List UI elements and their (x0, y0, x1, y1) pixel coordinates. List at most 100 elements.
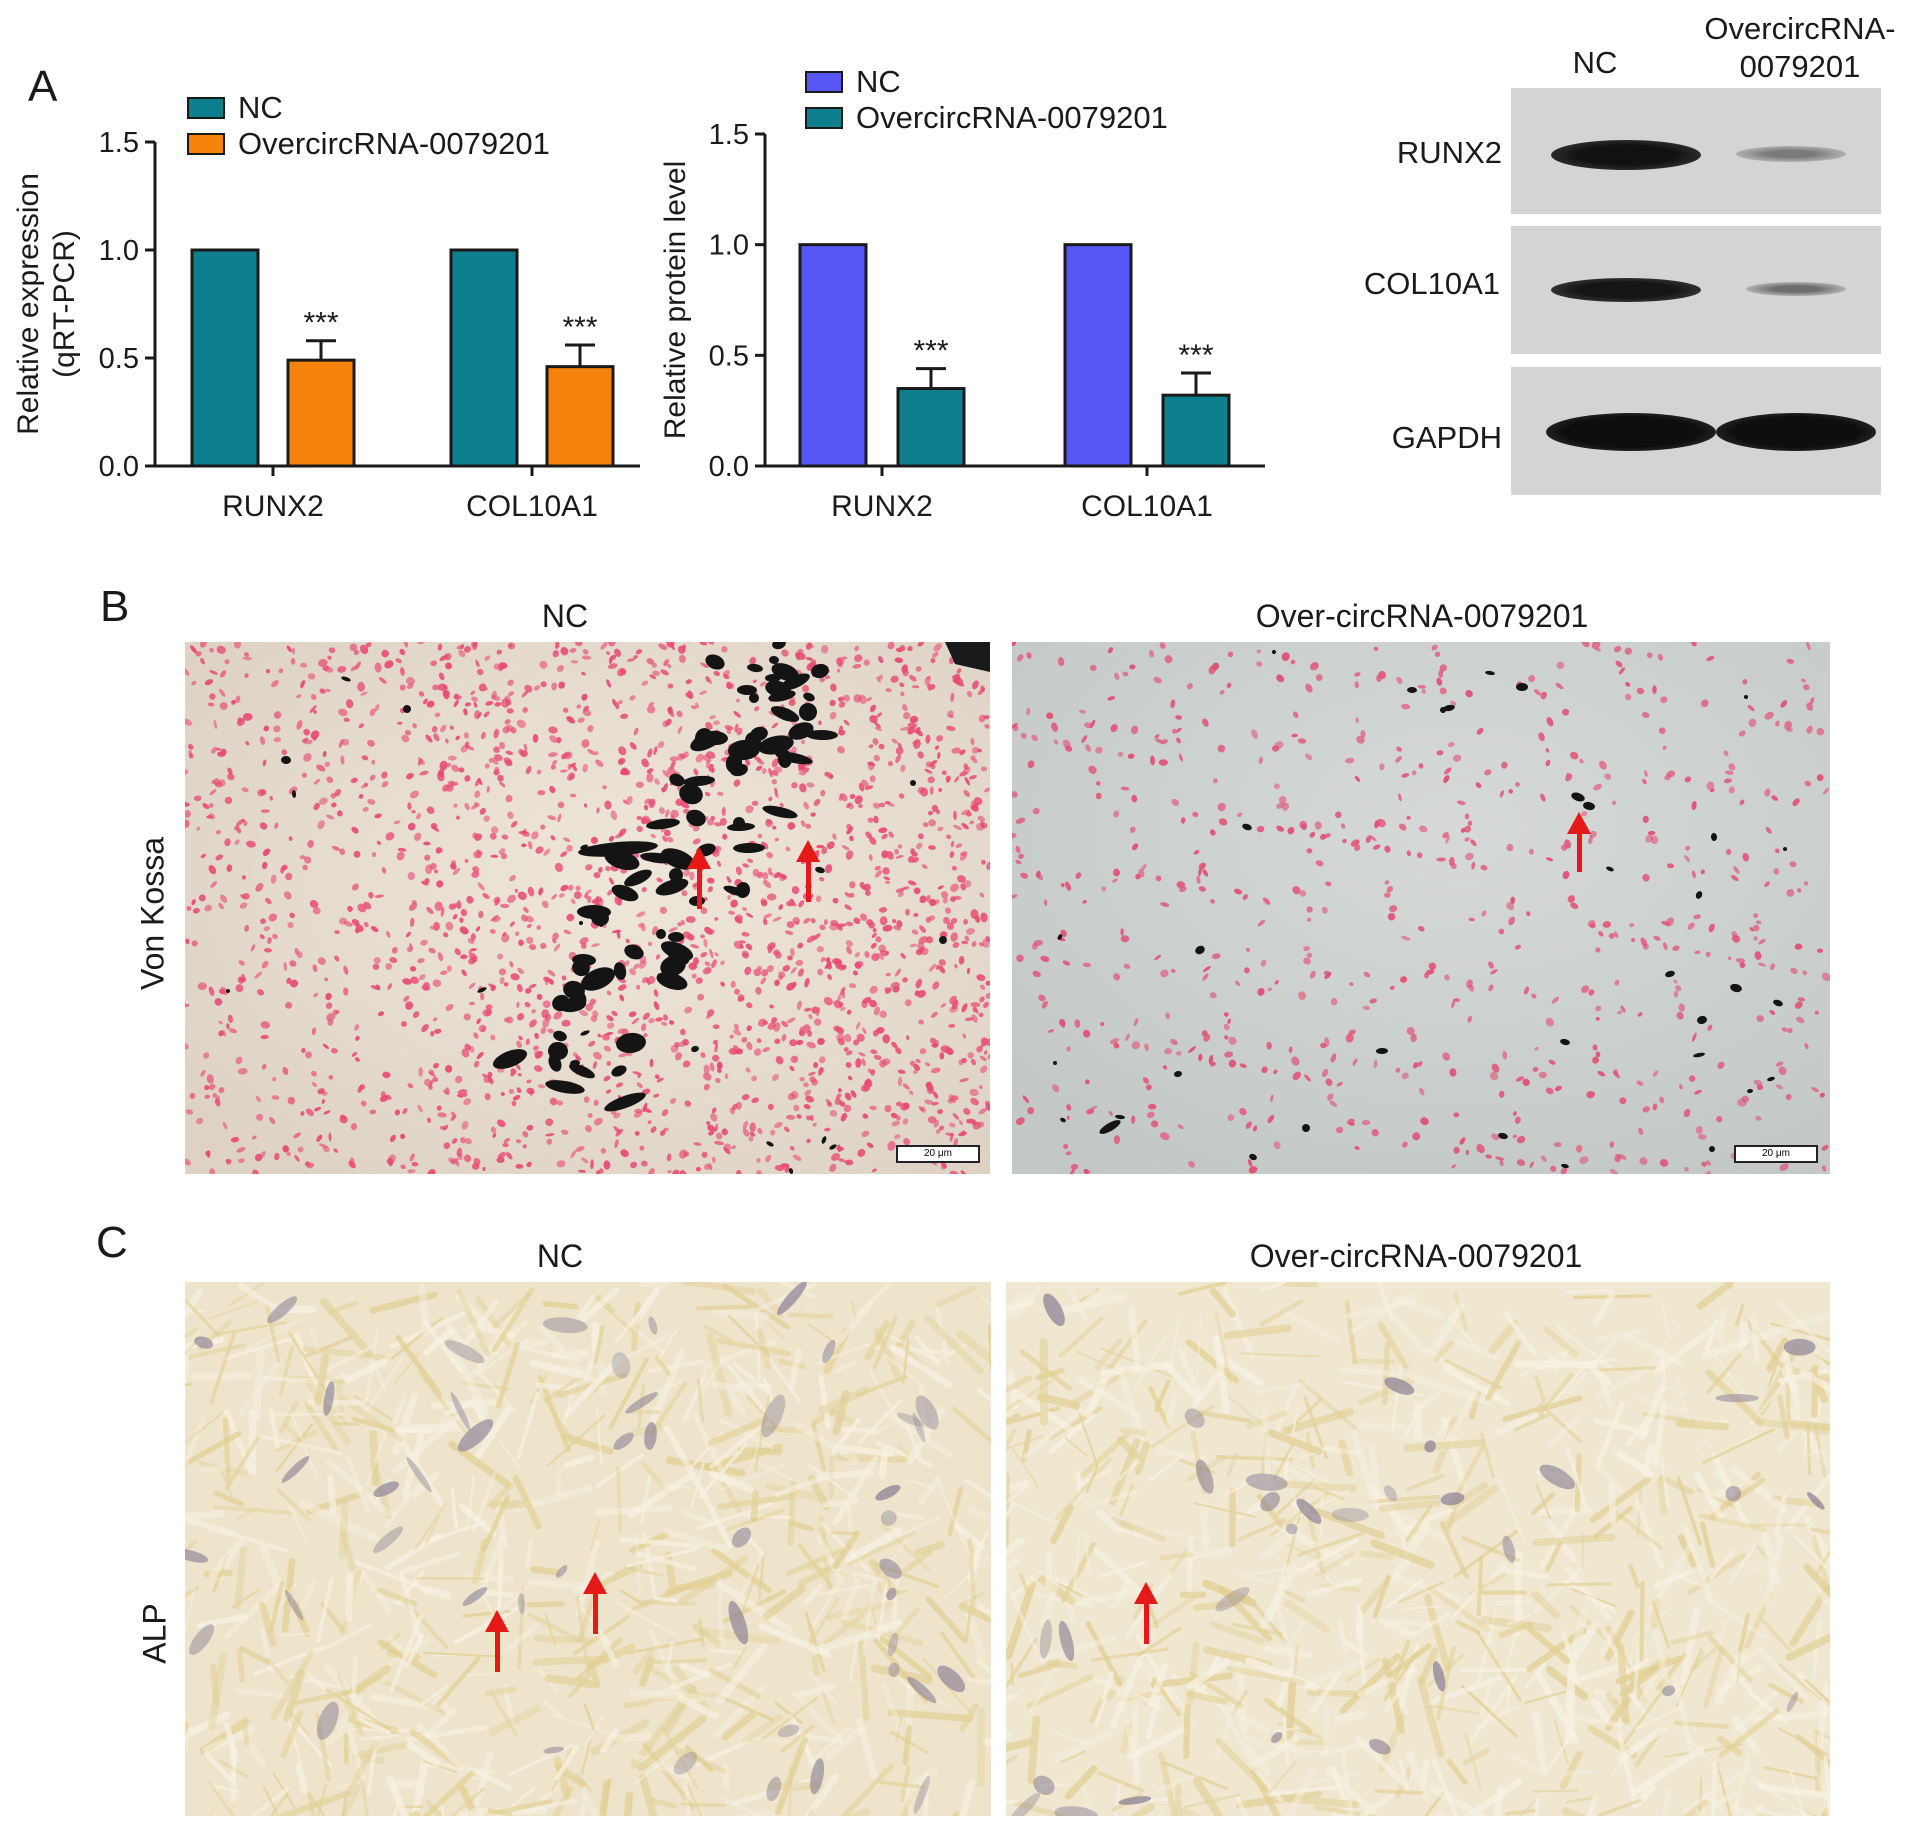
cell-fiber (657, 1329, 678, 1361)
stained-cell (844, 892, 851, 898)
stained-cell (243, 652, 250, 657)
cell-fiber (338, 1500, 349, 1559)
cell-fiber (939, 1631, 978, 1683)
cell-fiber (185, 1416, 206, 1467)
stained-cell (478, 910, 484, 919)
stained-cell (1245, 1121, 1252, 1129)
cell-fiber (924, 1315, 984, 1375)
stained-cell (185, 810, 191, 818)
stained-cell (1665, 917, 1674, 927)
stained-cell (1723, 750, 1729, 757)
cell-fiber (696, 1378, 705, 1424)
cell-fiber (1143, 1796, 1184, 1803)
cell-fiber (1036, 1392, 1080, 1410)
stained-cell (774, 1165, 785, 1171)
cell-fiber (1781, 1365, 1800, 1394)
cell-fiber (1083, 1530, 1092, 1573)
stained-cell (951, 747, 961, 754)
stained-cell (215, 830, 222, 835)
stained-cell (781, 1034, 787, 1042)
stained-cell (322, 1145, 330, 1153)
stained-cell (340, 755, 345, 765)
stained-cell (1735, 958, 1746, 963)
cell-fiber (780, 1724, 816, 1753)
cell-fiber (873, 1327, 903, 1382)
stained-cell (1127, 753, 1135, 759)
stained-cell (296, 951, 303, 959)
stained-cell (663, 829, 671, 837)
stained-cell (968, 1118, 977, 1125)
cell-fiber (1532, 1533, 1616, 1547)
stained-cell (326, 1012, 336, 1022)
cell-fiber (788, 1520, 815, 1532)
cell-fiber (602, 1778, 612, 1812)
cell-fiber (248, 1742, 267, 1768)
stained-cell (782, 964, 791, 972)
cell-fiber (1274, 1386, 1297, 1433)
stained-cell (646, 658, 654, 665)
stained-cell (1526, 911, 1531, 917)
stained-cell (405, 931, 412, 938)
cell-fiber (1220, 1481, 1250, 1498)
stained-cell (435, 847, 443, 854)
cell-fiber (542, 1698, 563, 1719)
stained-cell (1275, 802, 1285, 809)
stained-cell (936, 735, 944, 742)
stained-cell (1587, 920, 1596, 928)
cell-fiber (1698, 1513, 1767, 1532)
stained-cell (653, 746, 658, 756)
stained-cell (950, 932, 958, 942)
stained-cell (806, 1041, 816, 1049)
alp-positive-cell (462, 1587, 488, 1606)
calcium-deposit (1099, 1120, 1121, 1134)
cell-fiber (366, 1738, 378, 1795)
cell-fiber (835, 1454, 908, 1463)
stained-cell (706, 1009, 715, 1017)
stained-cell (844, 1033, 852, 1043)
stained-cell (895, 855, 904, 859)
cell-fiber (830, 1418, 861, 1455)
cell-fiber (1448, 1316, 1480, 1351)
alp-positive-cell (185, 1548, 209, 1563)
stained-cell (824, 675, 831, 680)
cell-fiber (1675, 1419, 1730, 1431)
stained-cell (775, 1056, 784, 1065)
stained-cell (1297, 738, 1307, 744)
stained-cell (278, 668, 284, 674)
cell-fiber (477, 1304, 520, 1369)
stained-cell (733, 779, 741, 787)
stained-cell (376, 840, 381, 846)
stained-cell (1123, 963, 1131, 969)
stained-cell (520, 750, 528, 758)
alp-positive-cell (888, 1662, 900, 1677)
cell-fiber (1586, 1795, 1599, 1816)
cell-fiber (563, 1355, 623, 1418)
stained-cell (945, 725, 956, 732)
stained-cell (1038, 994, 1046, 1002)
calcium-deposit (492, 1049, 528, 1069)
stained-cell (1362, 1005, 1371, 1011)
stained-cell (328, 647, 336, 654)
stained-cell (1550, 1165, 1557, 1172)
stained-cell (606, 1015, 614, 1022)
cell-fiber (834, 1360, 858, 1374)
stained-cell (464, 1138, 472, 1145)
stained-cell (891, 738, 898, 744)
stained-cell (864, 950, 870, 958)
y-tick-label: 0.5 (709, 340, 749, 372)
stained-cell (971, 746, 979, 754)
stained-cell (1360, 730, 1366, 738)
cell-fiber (185, 1431, 242, 1468)
stained-cell (411, 810, 416, 814)
cell-fiber (1272, 1442, 1295, 1481)
stained-cell (509, 921, 515, 927)
cell-fiber (1239, 1352, 1321, 1358)
stained-cell (516, 1001, 520, 1008)
stained-cell (677, 645, 686, 654)
cell-fiber (1555, 1324, 1617, 1373)
stained-cell (1100, 1022, 1105, 1027)
stained-cell (902, 669, 909, 677)
cell-fiber (1616, 1449, 1653, 1479)
cell-fiber (1589, 1476, 1651, 1524)
stained-cell (980, 766, 988, 772)
